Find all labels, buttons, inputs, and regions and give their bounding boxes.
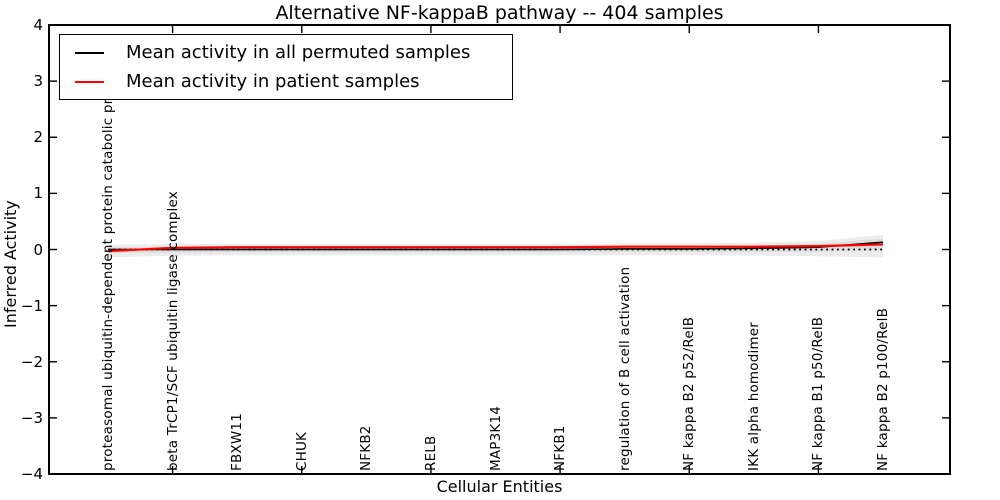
legend-item-patient: Mean activity in patient samples — [60, 67, 512, 96]
x-tick-label: FBXW11 — [229, 412, 246, 471]
x-tick-label: NF kappa B2 p52/RelB — [681, 316, 698, 471]
x-tick-label: RELB — [422, 435, 439, 472]
permuted-mean-line — [108, 241, 884, 251]
plot-frame — [48, 24, 951, 475]
legend-item-permuted: Mean activity in all permuted samples — [60, 38, 512, 67]
x-tick-label: NFKB1 — [552, 425, 569, 471]
legend: Mean activity in all permuted samples Me… — [59, 34, 513, 100]
x-tick-label: NFKB2 — [358, 425, 375, 471]
y-tick-label: 2 — [33, 128, 43, 147]
x-tick-label: IKK alpha homodimer — [745, 321, 762, 471]
x-tick-label: regulation of B cell activation — [616, 266, 633, 471]
chart-title: Alternative NF-kappaB pathway -- 404 sam… — [275, 2, 724, 24]
x-tick-label: NF kappa B2 p100/RelB — [875, 307, 891, 471]
x-tick-label: CHUK — [293, 431, 310, 471]
x-tick-label: beta TrCP1/SCF ubiquitin ligase complex — [164, 191, 181, 471]
permuted-line-swatch — [75, 51, 104, 54]
y-tick-label: 3 — [33, 72, 43, 91]
y-tick-label: −4 — [20, 465, 43, 483]
y-axis-label: Inferred Activity — [1, 200, 20, 328]
patient-line-swatch — [75, 80, 104, 83]
legend-label-patient: Mean activity in patient samples — [126, 71, 420, 92]
y-tick-label: −2 — [20, 352, 43, 371]
x-axis-label: Cellular Entities — [436, 477, 563, 496]
y-tick-label: −3 — [20, 408, 43, 427]
legend-label-permuted: Mean activity in all permuted samples — [126, 42, 471, 63]
y-tick-label: 1 — [33, 184, 43, 203]
x-tick-label: proteasomal ubiquitin-dependent protein … — [100, 98, 116, 471]
y-tick-label: 0 — [33, 240, 43, 259]
x-tick-label: MAP3K14 — [487, 405, 504, 471]
patient-mean-line — [107, 243, 884, 253]
x-tick-label: NF kappa B1 p50/RelB — [810, 316, 827, 471]
y-tick-label: −1 — [20, 296, 43, 315]
y-tick-label: 4 — [33, 16, 43, 34]
